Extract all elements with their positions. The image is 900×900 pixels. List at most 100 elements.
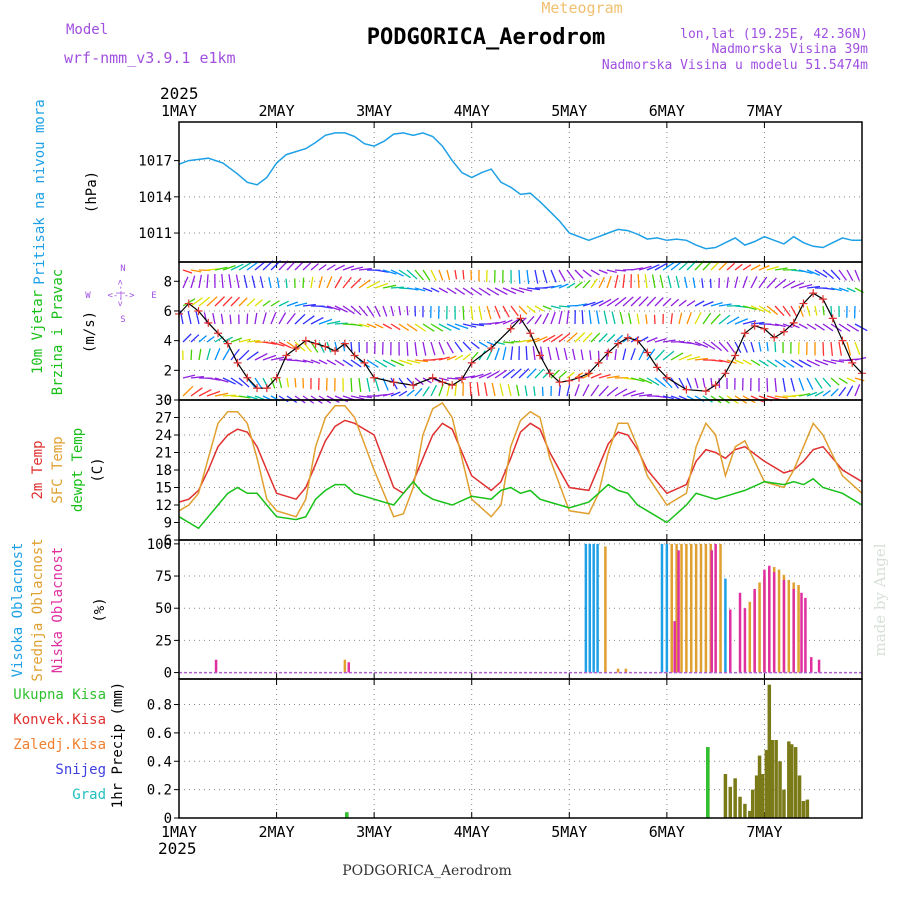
bar-cloud_cover: [714, 543, 717, 673]
wind-barb: [358, 279, 371, 289]
wind-barb: [774, 278, 787, 289]
precip-legend: Ukupna Kisa Konvek.Kisa Zaledj.Kisa Snij…: [13, 682, 126, 808]
wind-barb: [798, 377, 805, 391]
wind-barb: [806, 377, 814, 390]
model-elevation-text: Nadmorska Visina u modelu 51.5474m: [602, 58, 868, 73]
wind-barb: [611, 311, 616, 325]
gust-marker: [506, 324, 515, 333]
wind-barb: [342, 276, 352, 289]
wind-barb: [534, 269, 539, 284]
wind-barb: [221, 274, 224, 289]
gust-marker: [555, 378, 564, 387]
gust-marker: [750, 321, 759, 330]
wind-barb: [334, 276, 343, 289]
bar-cloud_cover: [758, 582, 761, 673]
wind-barb: [366, 280, 380, 289]
wind-barb: [494, 347, 500, 361]
wind-barb: [238, 262, 252, 271]
xtick-label-top: 5MAY: [551, 102, 587, 120]
bar-precipitation: [757, 755, 762, 818]
wind-barb: [526, 368, 537, 379]
wind-barb: [822, 269, 835, 280]
wind-barb: [470, 323, 485, 327]
ytick-label: 9: [164, 516, 172, 532]
series-line-2m-temp: [178, 419, 863, 503]
wind-barb: [438, 323, 452, 332]
wind-barb: [742, 276, 748, 289]
wind-barb: [766, 359, 778, 368]
wind-barb: [478, 372, 492, 379]
wind-barb: [798, 392, 811, 397]
wind-barb: [414, 323, 427, 332]
gust-marker: [682, 385, 691, 394]
bar-precipitation: [787, 741, 791, 818]
gust-marker: [789, 318, 798, 327]
wind-barb: [438, 377, 449, 381]
wind-barb: [462, 269, 465, 280]
wind-barb: [454, 382, 458, 397]
wind-barb: [566, 310, 570, 325]
wind-barb: [342, 305, 355, 315]
wind-barb: [285, 278, 288, 289]
wind-barb: [692, 277, 696, 289]
wind-barb: [230, 296, 241, 307]
wind-barb: [686, 356, 701, 361]
gust-marker: [223, 339, 232, 348]
gust-marker: [467, 358, 476, 367]
wind-barb: [598, 269, 608, 274]
wind-barb: [502, 287, 517, 295]
bar-cloud_cover: [592, 543, 595, 673]
ytick-label: 4: [164, 334, 172, 350]
wind-barb: [718, 261, 728, 271]
wind-barb: [606, 269, 617, 273]
wind-barb: [518, 269, 521, 284]
wind-barb: [198, 296, 211, 307]
wind-barb: [566, 384, 571, 397]
series-line-sfc-temp: [178, 401, 863, 518]
station-caption: PODGORICA_Aerodrom: [342, 863, 512, 879]
wind-barb: [742, 359, 752, 366]
wind-barb: [454, 354, 464, 361]
wind-barb: [651, 274, 656, 289]
wind-barb: [374, 305, 381, 317]
wind-barb: [462, 375, 476, 379]
ytick-label: 18: [155, 463, 172, 479]
gust-marker: [253, 384, 262, 393]
wind-barb: [302, 303, 316, 307]
wind-barb: [350, 359, 362, 368]
wind-barb: [302, 341, 313, 353]
ytick-label: 2: [164, 363, 172, 379]
wind-barb: [470, 373, 484, 379]
wind-barb: [214, 348, 221, 361]
wind-barb: [406, 287, 419, 291]
gust-marker: [360, 358, 369, 367]
wind-barb: [462, 287, 474, 296]
wind-barb: [270, 356, 285, 361]
gust-marker: [633, 336, 642, 345]
wind-barb: [182, 385, 194, 397]
wind-barb: [670, 395, 681, 400]
bar-cloud_cover: [763, 569, 766, 673]
wind-barb: [606, 275, 612, 289]
gust-marker: [731, 351, 740, 360]
wind-barb: [766, 377, 769, 392]
wind-barb: [326, 395, 340, 404]
wind-barb: [502, 341, 514, 344]
gust-marker: [350, 351, 359, 360]
wind-barb: [614, 296, 627, 307]
wind-barb: [774, 305, 785, 317]
gust-marker: [214, 329, 223, 338]
wind-barb: [550, 369, 560, 379]
credit-text: made by Angel: [871, 543, 889, 656]
wind-barb: [212, 312, 216, 325]
wind-barb: [710, 341, 723, 352]
xtick-label-bottom: 1MAY: [161, 823, 197, 841]
wind-barb: [566, 332, 578, 343]
panel-pressure: 1011 1014 1017: [138, 121, 863, 263]
wind-barb: [830, 359, 845, 363]
gust-marker: [409, 381, 418, 390]
wind-barb: [630, 296, 642, 307]
wind-barb: [294, 377, 297, 388]
bar-cloud_cover: [694, 543, 698, 673]
wind-barb: [414, 387, 423, 397]
